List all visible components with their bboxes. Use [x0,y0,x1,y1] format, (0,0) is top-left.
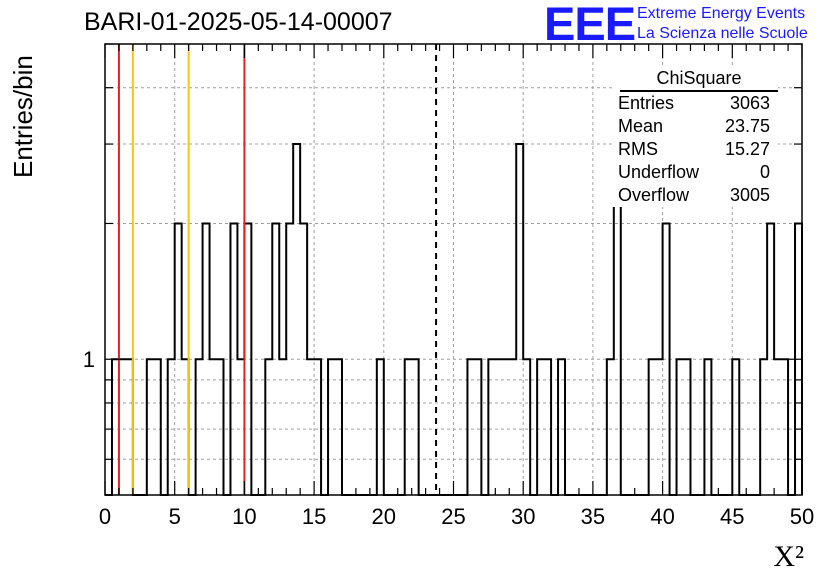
y-tick-label: 1 [83,347,95,372]
logo-text-line2: La Scienza nelle Scuole [637,25,808,42]
stats-label: Underflow [618,162,700,182]
histogram-bin [293,144,300,495]
stats-title: ChiSquare [620,66,778,92]
stats-row-entries: Entries 3063 [612,92,778,115]
tick-labels: 0 5 10 15 20 25 30 35 40 45 50 1 [83,347,814,529]
x-tick-label: 0 [99,504,111,529]
x-tick-label: 15 [302,504,326,529]
stats-value: 0 [759,162,770,182]
stats-row-overflow: Overflow 3005 [612,184,778,207]
stats-label: Mean [618,116,664,136]
x-tick-label: 5 [169,504,181,529]
histogram-title: BARI-01-2025-05-14-00007 [84,8,393,36]
x-tick-label: 35 [581,504,605,529]
axis-ticks [104,43,803,495]
x-axis-label: X² [773,540,804,572]
stats-rows: Entries 3063 Mean 23.75 RMS 15.27 Underflow 0 Ov… [612,92,778,207]
x-tick-label: 10 [232,504,256,529]
grid-lines [105,44,802,495]
stats-row-rms: RMS 15.27 [612,138,778,161]
stats-row-underflow: Underflow 0 [612,161,778,184]
stats-row-mean: Mean 23.75 [612,115,778,138]
x-tick-label: 20 [372,504,396,529]
logo-text-line1: Extreme Energy Events [637,5,806,22]
eee-logo-mark: EEE [544,0,636,50]
x-tick-label: 40 [650,504,674,529]
x-tick-label: 45 [720,504,744,529]
stats-value: 3063 [729,93,770,113]
stats-label: Overflow [618,185,690,205]
x-tick-label: 30 [511,504,535,529]
histogram-bin [516,144,523,495]
stats-label: Entries [618,93,675,113]
stats-value: 23.75 [724,116,770,136]
stats-box: ChiSquare Entries 3063 Mean 23.75 RMS 15.27 Un… [612,66,778,207]
stats-value: 3005 [729,185,770,205]
marker-lines [117,44,438,495]
x-tick-label: 25 [441,504,465,529]
stats-value: 15.27 [724,139,770,159]
stats-label: RMS [618,139,658,159]
x-tick-label: 50 [790,504,814,529]
